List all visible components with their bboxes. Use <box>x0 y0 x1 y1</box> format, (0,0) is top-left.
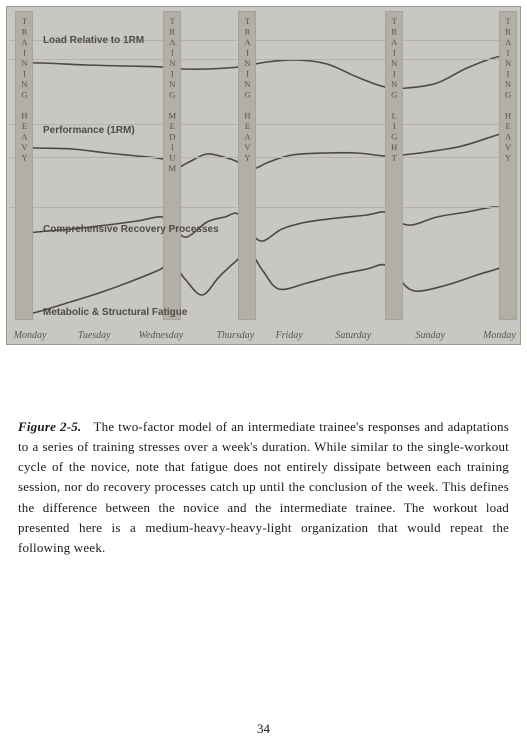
curve-label: Performance (1RM) <box>43 125 135 136</box>
axis-label: Tuesday <box>78 330 111 341</box>
gridline <box>9 207 518 208</box>
axis-label: Sunday <box>415 330 444 341</box>
curve-label: Comprehensive Recovery Processes <box>43 224 219 235</box>
axis-label: Saturday <box>335 330 371 341</box>
training-bar: TRAINING HEAVY <box>238 11 256 320</box>
figure-container: TRAINING HEAVY TRAINING MEDIUM TRAINING HE… <box>6 6 521 345</box>
training-bar-label: TRAINING HEAVY <box>504 16 513 163</box>
axis-label: Monday <box>483 330 516 341</box>
training-bar-label: TRAINING MEDIUM <box>168 16 177 174</box>
training-bar: TRAINING LIGHT <box>385 11 403 320</box>
training-bar-label: TRAINING HEAVY <box>243 16 252 163</box>
figure-number: Figure 2-5. <box>18 419 81 434</box>
document-page: TRAINING HEAVY TRAINING MEDIUM TRAINING HE… <box>0 0 527 751</box>
training-bar: TRAINING HEAVY <box>499 11 517 320</box>
axis-label: Friday <box>276 330 303 341</box>
caption-block: Figure 2-5. The two-factor model of an i… <box>18 417 509 558</box>
gridline <box>9 157 518 158</box>
axis-label: Wednesday <box>139 330 184 341</box>
training-bar-label: TRAINING LIGHT <box>390 16 399 163</box>
curve-load <box>15 55 517 88</box>
gridline <box>9 59 518 60</box>
training-bar: TRAINING MEDIUM <box>163 11 181 320</box>
figure-caption-text: The two-factor model of an intermediate … <box>18 419 509 555</box>
curves-layer <box>7 7 521 345</box>
figure-caption: Figure 2-5. The two-factor model of an i… <box>18 417 509 558</box>
curve-label: Load Relative to 1RM <box>43 35 144 46</box>
training-bar-label: TRAINING HEAVY <box>20 16 29 163</box>
page-number: 34 <box>0 721 527 737</box>
axis-label: Thursday <box>216 330 254 341</box>
training-bar: TRAINING HEAVY <box>15 11 33 320</box>
training-chart: TRAINING HEAVY TRAINING MEDIUM TRAINING HE… <box>6 6 521 345</box>
axis-label: Monday <box>14 330 47 341</box>
curve-label: Metabolic & Structural Fatigue <box>43 307 187 318</box>
